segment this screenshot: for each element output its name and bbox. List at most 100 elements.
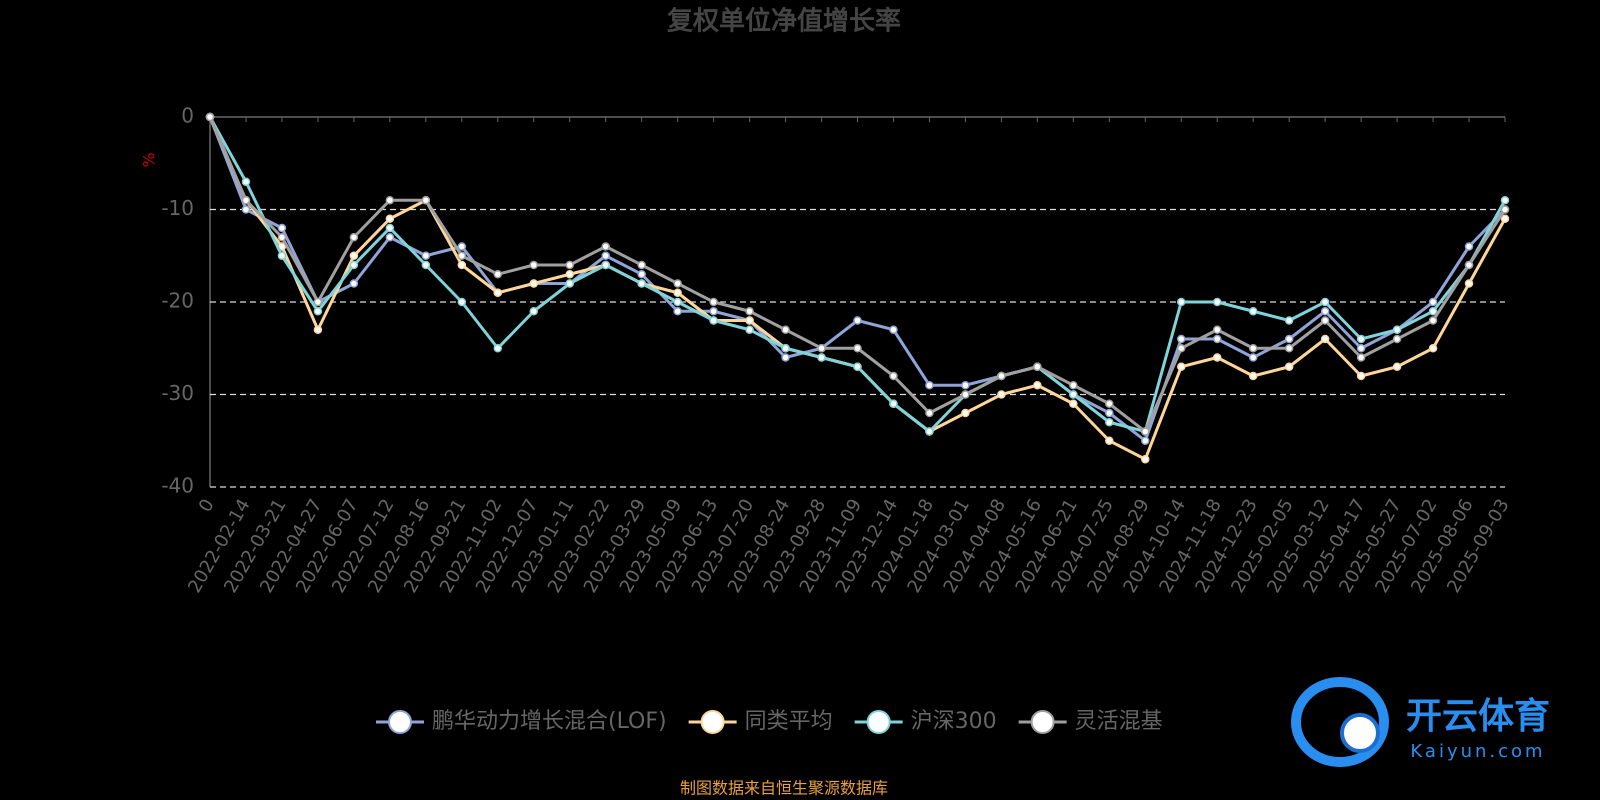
point	[1284, 344, 1294, 353]
watermark-url: Kaiyun.com	[1410, 741, 1545, 762]
point	[1212, 353, 1222, 362]
point	[457, 297, 467, 307]
point	[601, 242, 610, 251]
legend-label: 沪深300	[911, 709, 997, 734]
point	[709, 316, 718, 325]
point	[1177, 362, 1186, 371]
point	[1141, 427, 1150, 436]
point	[457, 251, 467, 260]
point	[1356, 371, 1366, 381]
point	[673, 307, 682, 316]
point	[817, 344, 826, 353]
point	[1464, 260, 1474, 270]
point	[1033, 362, 1042, 371]
point	[385, 196, 395, 205]
point	[277, 223, 287, 233]
point	[277, 251, 287, 260]
legend-label: 鹏华动力增长混合(LOF)	[432, 709, 667, 734]
point	[313, 325, 323, 334]
point	[385, 233, 395, 242]
point	[241, 177, 251, 186]
legend-item[interactable]: 同类平均	[688, 709, 833, 734]
point	[673, 279, 682, 288]
legend-marker	[866, 710, 891, 734]
point	[313, 297, 323, 307]
point	[277, 233, 287, 242]
point	[1177, 297, 1186, 307]
point	[1500, 196, 1510, 205]
point	[1320, 307, 1330, 316]
point	[781, 325, 790, 334]
point	[565, 279, 574, 288]
point	[997, 390, 1006, 399]
point	[745, 325, 754, 334]
point	[493, 344, 503, 353]
legend-item[interactable]: 鹏华动力增长混合(LOF)	[376, 709, 667, 734]
point	[925, 427, 934, 436]
point	[385, 223, 395, 233]
point	[565, 260, 574, 270]
legend-label: 同类平均	[745, 709, 833, 734]
point	[601, 251, 610, 260]
point	[1248, 307, 1258, 316]
point	[1320, 297, 1330, 307]
point	[421, 260, 431, 270]
point	[637, 270, 646, 279]
point	[601, 260, 610, 270]
legend: 鹏华动力增长混合(LOF) 同类平均 沪深300 灵活混基	[376, 709, 1163, 734]
point	[1356, 353, 1366, 362]
point	[1392, 334, 1402, 344]
point	[205, 112, 215, 122]
point	[1284, 316, 1294, 325]
point	[1464, 242, 1474, 251]
point	[1500, 205, 1510, 214]
point	[1284, 334, 1294, 344]
point	[1392, 325, 1402, 334]
point	[1320, 334, 1330, 344]
legend-marker	[700, 710, 725, 734]
logo-ring	[1291, 677, 1389, 767]
y-tick-label: 0	[181, 104, 194, 128]
point	[889, 399, 898, 408]
point	[853, 344, 862, 353]
point	[1069, 399, 1078, 408]
point	[1212, 297, 1222, 307]
point	[673, 288, 682, 297]
point	[457, 260, 467, 270]
point	[421, 196, 431, 205]
point	[853, 362, 862, 371]
point	[529, 279, 538, 288]
legend-item[interactable]: 灵活混基	[1018, 709, 1163, 734]
legend-label: 灵活混基	[1075, 709, 1163, 734]
point	[709, 307, 718, 316]
legend-marker	[388, 710, 412, 734]
point	[1428, 307, 1438, 316]
point	[889, 325, 898, 334]
point	[1105, 418, 1114, 427]
point	[529, 260, 538, 270]
point	[1069, 381, 1078, 390]
point	[1428, 344, 1438, 353]
point	[1500, 214, 1510, 223]
point	[961, 408, 970, 418]
y-tick-label: -20	[161, 289, 194, 313]
point	[673, 297, 682, 307]
point	[1356, 344, 1366, 353]
point	[1284, 362, 1294, 371]
point	[1212, 334, 1222, 344]
point	[781, 353, 790, 362]
point	[1141, 455, 1150, 464]
point	[1356, 334, 1366, 344]
point	[1177, 334, 1186, 344]
point	[241, 196, 251, 205]
legend-item[interactable]: 沪深300	[854, 709, 997, 734]
point	[817, 353, 826, 362]
watermark-name: 开云体育	[1406, 696, 1550, 737]
point	[1428, 316, 1438, 325]
point	[493, 288, 503, 297]
point	[1177, 344, 1186, 353]
point	[565, 270, 574, 279]
legend-marker	[1030, 710, 1055, 734]
